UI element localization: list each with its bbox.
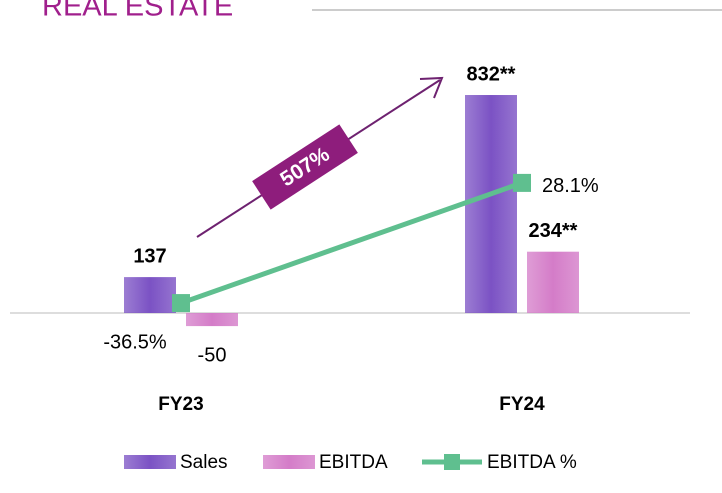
bar <box>465 95 517 314</box>
data-label: -50 <box>198 344 227 366</box>
badge-box <box>252 124 358 210</box>
data-label: 234** <box>529 220 578 242</box>
legend-marker <box>444 454 460 470</box>
legend-swatch <box>263 455 315 469</box>
chart-title: REAL ESTATE <box>42 0 233 23</box>
x-tick-label: FY23 <box>158 394 203 415</box>
legend-swatch <box>124 455 176 469</box>
data-label: 832** <box>467 63 516 85</box>
marker <box>513 173 531 192</box>
x-tick-label: FY24 <box>499 394 545 415</box>
legend-label: EBITDA <box>319 452 388 473</box>
marker <box>172 294 190 313</box>
legend-label: Sales <box>180 452 228 473</box>
legend-label: EBITDA % <box>487 452 577 473</box>
bar <box>186 313 238 327</box>
bar <box>124 277 176 313</box>
data-label: 137 <box>133 245 166 267</box>
line <box>180 180 523 306</box>
arrow-head <box>419 76 444 99</box>
bar <box>527 251 579 313</box>
data-label: -36.5% <box>103 331 167 353</box>
growth-badge: 507% <box>252 124 358 210</box>
data-label: 28.1% <box>542 175 599 197</box>
